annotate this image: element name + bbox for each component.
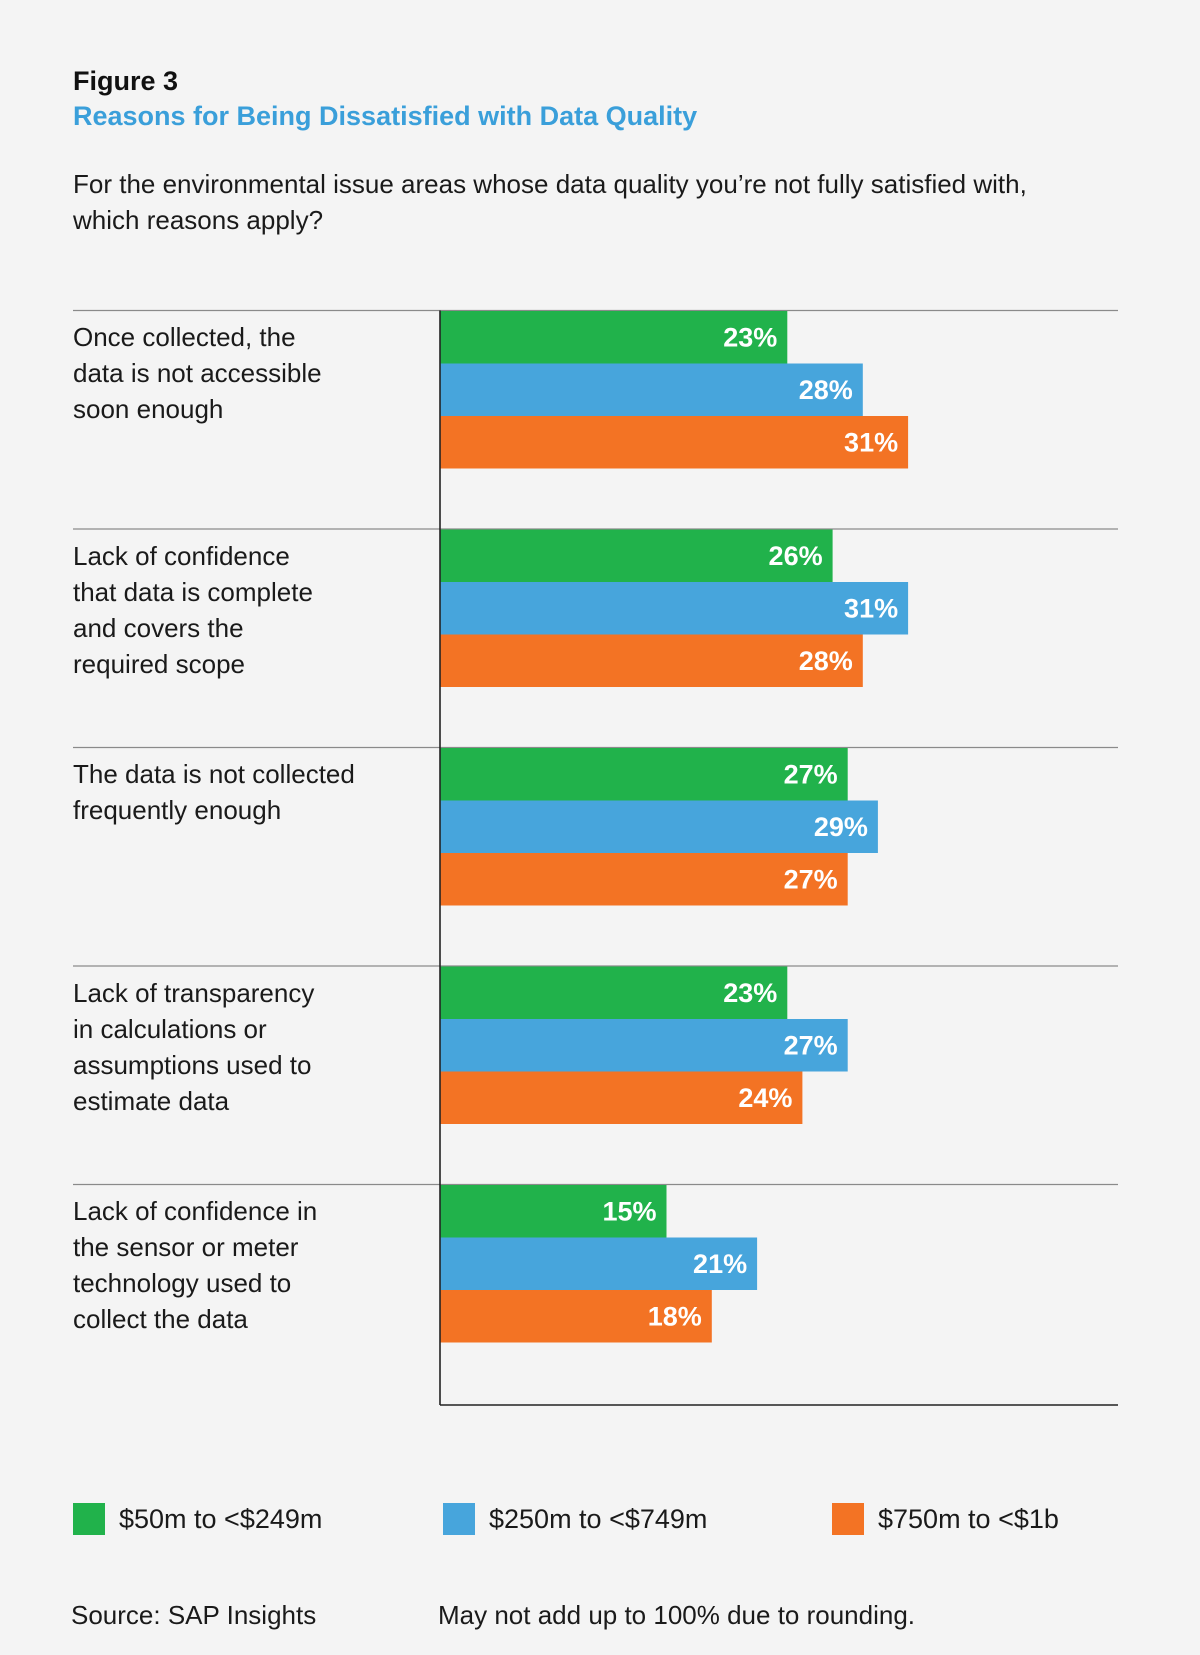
- category-label-line: that data is complete: [73, 576, 313, 607]
- bar: [440, 1237, 758, 1290]
- category-label-line: frequently enough: [73, 795, 282, 825]
- category-label-line: collect the data: [73, 1304, 248, 1334]
- bar-value-label: 23%: [723, 978, 777, 1008]
- category-label-line: The data is not collected: [73, 759, 355, 789]
- bar: [440, 529, 833, 582]
- bar: [440, 1019, 848, 1072]
- category-label-line: assumptions used to: [73, 1049, 312, 1080]
- bar: [440, 966, 788, 1019]
- bar: [440, 634, 863, 687]
- bar-value-label: 28%: [799, 646, 853, 676]
- bar-value-label: 31%: [844, 593, 898, 623]
- bar-value-label: 21%: [693, 1249, 747, 1279]
- bar-value-label: 27%: [784, 864, 838, 894]
- category-label: Once collected, the data is not accessibl…: [73, 319, 413, 427]
- bar: [440, 1185, 667, 1238]
- bar: [440, 582, 909, 635]
- bar-chart: 23%26%27%23%15%28%31%29%27%21%31%28%27%2…: [73, 309, 1118, 1406]
- category-label-line: soon enough: [73, 394, 224, 424]
- bar-value-label: 29%: [814, 812, 868, 842]
- bar: [440, 363, 863, 416]
- category-label-line: Once collected, the: [73, 322, 296, 352]
- category-label: Lack of transparency in calculations or as…: [73, 975, 413, 1119]
- bar-value-label: 18%: [648, 1301, 702, 1331]
- bar-value-label: 27%: [784, 1030, 838, 1060]
- category-label-line: the sensor or meter: [73, 1232, 299, 1262]
- category-label-line: data is not accessible: [73, 358, 322, 388]
- survey-question: For the environmental issue areas whose …: [73, 169, 1027, 235]
- category-label-line: technology used to: [73, 1268, 292, 1298]
- bar: [440, 853, 848, 906]
- bar: [440, 748, 848, 801]
- figure-label: Figure 3: [73, 66, 179, 96]
- bar-value-label: 31%: [844, 427, 898, 457]
- category-label-line: Lack of transparency: [73, 977, 315, 1008]
- category-label-line: estimate data: [73, 1085, 230, 1116]
- bar: [440, 311, 788, 364]
- legend-item-series-3: $750m to <$1b: [832, 1503, 1059, 1535]
- legend-swatch-blue: [443, 1503, 475, 1535]
- category-label-line: required scope: [73, 648, 245, 679]
- bar-value-label: 28%: [799, 375, 853, 405]
- category-label-line: Lack of confidence: [73, 540, 290, 571]
- category-label-line: Lack of confidence in: [73, 1196, 318, 1226]
- legend-label: $250m to <$749m: [489, 1503, 708, 1534]
- rounding-note: May not add up to 100% due to rounding.: [438, 1600, 916, 1630]
- category-label: The data is not collected frequently enou…: [73, 756, 413, 828]
- bar-value-label: 23%: [723, 322, 777, 352]
- legend-label: $750m to <$1b: [878, 1503, 1059, 1534]
- bar-value-label: 26%: [769, 541, 823, 571]
- bar: [440, 800, 878, 853]
- chart-title: Reasons for Being Dissatisfied with Data…: [73, 101, 698, 131]
- bar: [440, 1071, 803, 1124]
- legend-item-series-2: $250m to <$749m: [443, 1503, 707, 1535]
- legend-swatch-green: [73, 1503, 105, 1535]
- bar-value-label: 24%: [738, 1083, 792, 1113]
- bar-value-label: 15%: [602, 1196, 656, 1226]
- category-label-line: and covers the: [73, 612, 244, 643]
- bar-value-label: 27%: [784, 759, 838, 789]
- legend-item-series-1: $50m to <$249m: [73, 1503, 322, 1535]
- bar: [440, 1290, 712, 1343]
- legend-swatch-orange: [832, 1503, 864, 1535]
- category-label: Lack of confidence that data is complete a…: [73, 538, 413, 682]
- bar: [440, 416, 909, 469]
- legend-label: $50m to <$249m: [119, 1503, 323, 1534]
- category-label-line: in calculations or: [73, 1013, 267, 1044]
- category-label: Lack of confidence in the sensor or meter…: [73, 1193, 413, 1337]
- source-note: Source: SAP Insights: [71, 1600, 317, 1630]
